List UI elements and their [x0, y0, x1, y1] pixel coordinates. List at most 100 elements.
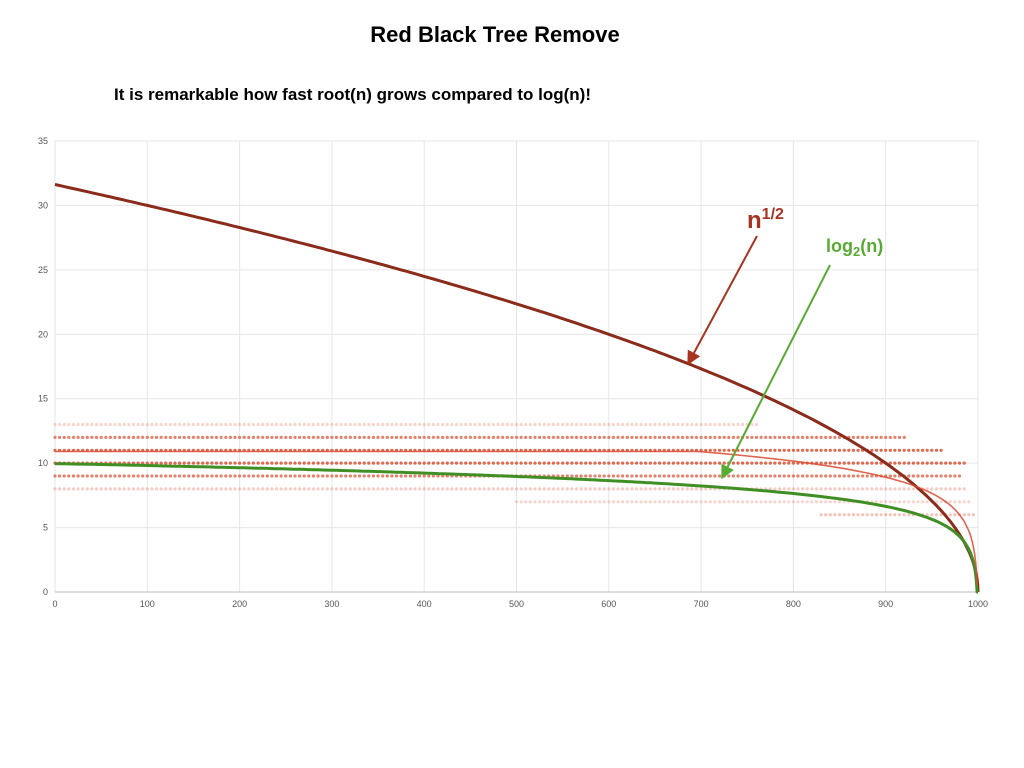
scatter-point: [390, 435, 394, 439]
scatter-point: [376, 461, 380, 465]
scatter-point: [131, 422, 136, 427]
scatter-point: [187, 487, 191, 491]
scatter-point: [381, 474, 385, 478]
scatter-point: [362, 487, 366, 491]
scatter-point: [902, 487, 906, 491]
scatter-point: [224, 422, 228, 427]
scatter-point: [902, 500, 906, 504]
scatter-point: [302, 435, 306, 439]
scatter-point: [302, 474, 306, 478]
scatter-point: [353, 435, 357, 439]
scatter-point: [265, 474, 269, 478]
scatter-point: [205, 435, 209, 439]
scatter-point: [445, 487, 449, 491]
scatter-point: [150, 461, 154, 465]
scatter-point: [708, 461, 712, 465]
scatter-point: [768, 461, 772, 465]
scatter-point: [561, 435, 565, 439]
scatter-point: [238, 461, 242, 465]
scatter-point: [727, 500, 731, 504]
scatter-point: [828, 487, 832, 491]
scatter-point: [662, 474, 666, 478]
scatter-point: [510, 461, 514, 465]
scatter-point: [694, 422, 699, 427]
scatter-point: [90, 435, 94, 439]
scatter-point: [81, 422, 85, 427]
scatter-point: [625, 487, 629, 491]
scatter-point: [385, 461, 389, 465]
scatter-point: [805, 487, 809, 491]
scatter-point: [321, 461, 325, 465]
scatter-point: [598, 435, 602, 439]
y-tick-label: 25: [38, 265, 48, 275]
scatter-point: [311, 422, 315, 427]
scatter-point: [450, 435, 454, 439]
scatter-point: [445, 422, 449, 427]
scatter-point: [473, 487, 477, 491]
scatter-point: [551, 422, 556, 427]
scatter-point: [791, 435, 796, 439]
scatter-point: [454, 435, 459, 439]
scatter-point: [454, 461, 459, 465]
scatter-point: [454, 422, 459, 427]
scatter-point: [879, 448, 883, 452]
scatter-point: [251, 487, 255, 491]
scatter-point: [639, 474, 643, 478]
scatter-point: [381, 422, 385, 427]
scatter-point: [837, 448, 842, 452]
scatter-point: [219, 422, 223, 427]
scatter-point: [625, 474, 629, 478]
scatter-point: [353, 474, 357, 478]
scatter-point: [381, 435, 385, 439]
scatter-point: [916, 448, 920, 452]
scatter-point: [579, 422, 583, 427]
scatter-point: [598, 422, 602, 427]
scatter-point: [321, 435, 325, 439]
scatter-point: [911, 487, 916, 491]
scatter-point: [893, 474, 897, 478]
scatter-point: [796, 500, 800, 504]
scatter-point: [247, 435, 251, 439]
scatter-point: [538, 461, 542, 465]
scatter-point: [953, 474, 957, 478]
scatter-point: [713, 461, 717, 465]
scatter-point: [459, 461, 463, 465]
scatter-point: [321, 474, 325, 478]
scatter-point: [902, 461, 906, 465]
scatter-point: [293, 435, 297, 439]
scatter-point: [948, 513, 952, 517]
scatter-point: [676, 487, 680, 491]
scatter-point: [501, 487, 505, 491]
scatter-point: [547, 500, 551, 504]
scatter-point: [288, 487, 292, 491]
scatter-point: [759, 500, 763, 504]
scatter-point: [653, 461, 657, 465]
scatter-point: [754, 435, 759, 439]
scatter-point: [473, 435, 477, 439]
scatter-point: [833, 461, 837, 465]
scatter-point: [934, 500, 939, 504]
scatter-point: [630, 500, 634, 504]
scatter-point: [644, 487, 648, 491]
scatter-point: [422, 461, 426, 465]
scatter-point: [718, 500, 722, 504]
scatter-point: [173, 435, 177, 439]
scatter-point: [164, 461, 168, 465]
scatter-point: [141, 474, 145, 478]
scatter-point: [616, 474, 620, 478]
scatter-point: [94, 422, 99, 427]
scatter-point: [348, 461, 352, 465]
scatter-point: [731, 422, 736, 427]
scatter-point: [122, 487, 126, 491]
scatter-point: [925, 461, 929, 465]
scatter-point: [164, 435, 168, 439]
scatter-point: [847, 448, 851, 452]
scatter-point: [274, 422, 279, 427]
scatter-point: [704, 487, 708, 491]
scatter-point: [187, 461, 191, 465]
y-tick-label: 20: [38, 329, 48, 339]
scatter-point: [261, 487, 265, 491]
scatter-point: [528, 422, 532, 427]
scatter-point: [819, 500, 823, 504]
scatter-point: [685, 474, 689, 478]
